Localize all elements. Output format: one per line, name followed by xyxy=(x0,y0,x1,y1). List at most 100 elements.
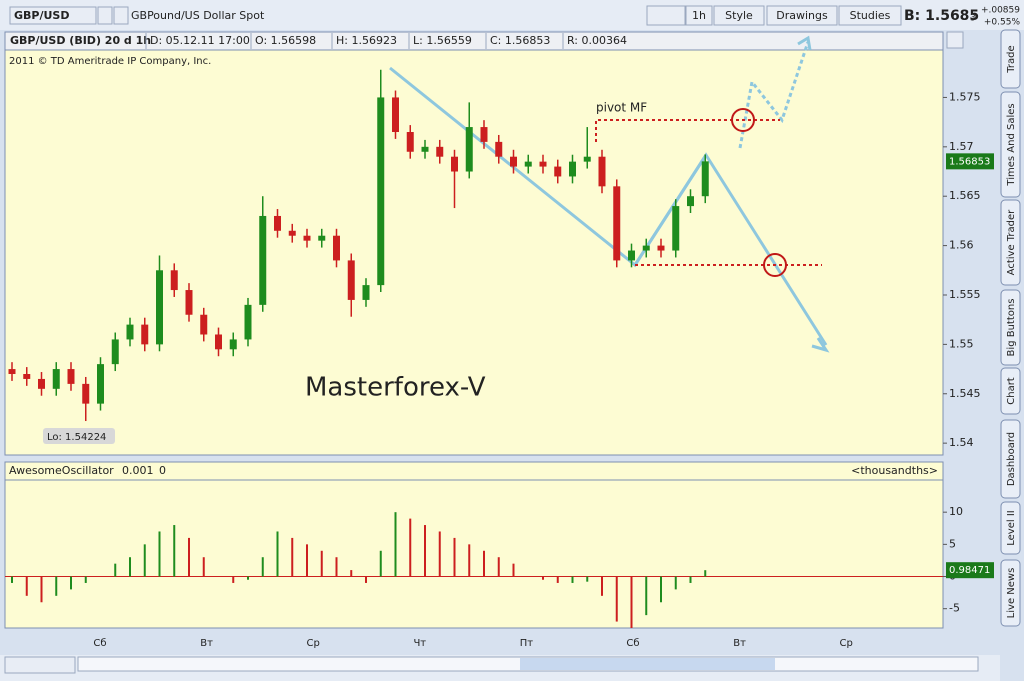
candle-body xyxy=(524,161,532,167)
info-field: GBP/USD (BID) 20 d 1h xyxy=(10,34,151,47)
side-tab[interactable] xyxy=(1000,29,1021,89)
candle-body xyxy=(613,186,621,261)
x-tick-label: Ср xyxy=(307,638,320,649)
y-tick-label: 1.545 xyxy=(949,387,981,400)
candle-body xyxy=(642,245,650,251)
zoom-controls[interactable] xyxy=(4,656,76,674)
side-tab[interactable] xyxy=(1000,501,1021,555)
oscillator-param: 0.001 xyxy=(122,464,154,477)
candle-body xyxy=(436,146,444,157)
candle-body xyxy=(495,141,503,157)
candle-body xyxy=(510,156,517,167)
y-tick-label: 1.54 xyxy=(949,436,974,449)
arrow-head xyxy=(797,35,812,51)
candle-body xyxy=(598,156,606,187)
annotation: pivot MF xyxy=(596,101,647,115)
symbol-box[interactable] xyxy=(9,6,97,25)
candle-body xyxy=(156,270,163,345)
candle-body xyxy=(347,260,355,300)
tab-label: Active Trader xyxy=(1006,209,1017,275)
oscillator-units: <thousandths> xyxy=(851,464,938,477)
symbol: GBP/USD xyxy=(14,9,69,22)
hash-button[interactable] xyxy=(113,6,129,25)
info-bar xyxy=(4,31,944,51)
tab-label: Chart xyxy=(1006,377,1017,405)
side-tab[interactable] xyxy=(1000,289,1021,366)
y-tick-label: 1.55 xyxy=(949,337,974,350)
side-tab[interactable] xyxy=(1000,91,1021,198)
candle-body xyxy=(170,270,178,291)
pivot-line xyxy=(595,119,780,142)
toolbar-button[interactable] xyxy=(766,5,838,26)
side-tab[interactable] xyxy=(1000,419,1021,499)
toolbar-button[interactable] xyxy=(838,5,902,26)
candle-body xyxy=(141,324,149,345)
candle-body xyxy=(126,324,134,340)
candle-body xyxy=(244,304,252,340)
tab-label: Live News xyxy=(1006,568,1017,619)
info-field: R: 0.00364 xyxy=(567,34,627,47)
bid: B: 1.5685 xyxy=(904,8,979,24)
scroll-thumb[interactable] xyxy=(520,658,775,670)
candle-body xyxy=(392,97,399,133)
candle-body xyxy=(67,369,75,384)
candle-body xyxy=(200,314,208,335)
change-pct: +0.55% xyxy=(984,18,1021,28)
y-tick-label: 1.555 xyxy=(949,288,981,301)
candle-body xyxy=(215,334,222,350)
candle-body xyxy=(23,374,31,379)
toolbar-button[interactable] xyxy=(685,5,713,26)
candle-body xyxy=(97,364,104,404)
tools-button[interactable] xyxy=(646,5,686,26)
last-price: 1.56853 xyxy=(949,156,990,167)
oscillator-header xyxy=(4,461,944,481)
tab-label: Dashboard xyxy=(1006,432,1017,486)
candle-body xyxy=(229,339,237,350)
candle-body xyxy=(657,245,665,251)
side-tab[interactable] xyxy=(1000,559,1021,627)
candle-body xyxy=(421,146,429,152)
candle-body xyxy=(303,235,311,241)
candle-body xyxy=(8,369,16,375)
arrow-head xyxy=(811,337,830,353)
last-value: 0.98471 xyxy=(949,565,990,576)
tab-label: Trade xyxy=(1006,45,1017,73)
y-tick-label: 10 xyxy=(949,505,963,518)
y-tick-label: 5 xyxy=(949,537,956,550)
oscillator-param: 0 xyxy=(159,464,166,477)
candle-body xyxy=(451,156,458,172)
info-field: D: 05.12.11 17:00 xyxy=(150,34,250,47)
button-label: Style xyxy=(725,9,753,22)
candle-body xyxy=(569,161,576,177)
info-field: L: 1.56559 xyxy=(413,34,472,47)
tab-label: Big Buttons xyxy=(1006,299,1017,357)
candle-body xyxy=(333,235,340,261)
candle-body xyxy=(583,156,591,162)
side-tab[interactable] xyxy=(1000,367,1021,415)
candle-body xyxy=(38,378,45,389)
candle-body xyxy=(274,215,281,231)
candle-body xyxy=(701,161,709,197)
toolbar-button[interactable] xyxy=(713,5,765,26)
oscillator-panel xyxy=(4,461,944,629)
y-tick-label: -5 xyxy=(949,602,960,615)
last-price-tag xyxy=(946,153,994,170)
info-field: O: 1.56598 xyxy=(255,34,316,47)
description: GBPound/US Dollar Spot xyxy=(131,9,265,22)
candle-body xyxy=(377,97,385,286)
side-tab[interactable] xyxy=(1000,199,1021,286)
candle-body xyxy=(318,235,326,241)
projection xyxy=(738,41,810,149)
candle-body xyxy=(111,339,119,365)
bid-last-digit: 3 xyxy=(970,14,976,24)
info-field: C: 1.56853 xyxy=(490,34,550,47)
y-tick-label: 1.56 xyxy=(949,239,974,252)
oscillator-title: AwesomeOscillator xyxy=(9,464,114,477)
x-tick-label: Чт xyxy=(413,638,426,649)
panel-button[interactable] xyxy=(946,31,964,49)
y-tick-label: 1.57 xyxy=(949,140,974,153)
candle-body xyxy=(554,166,562,177)
link-button[interactable] xyxy=(97,6,113,25)
